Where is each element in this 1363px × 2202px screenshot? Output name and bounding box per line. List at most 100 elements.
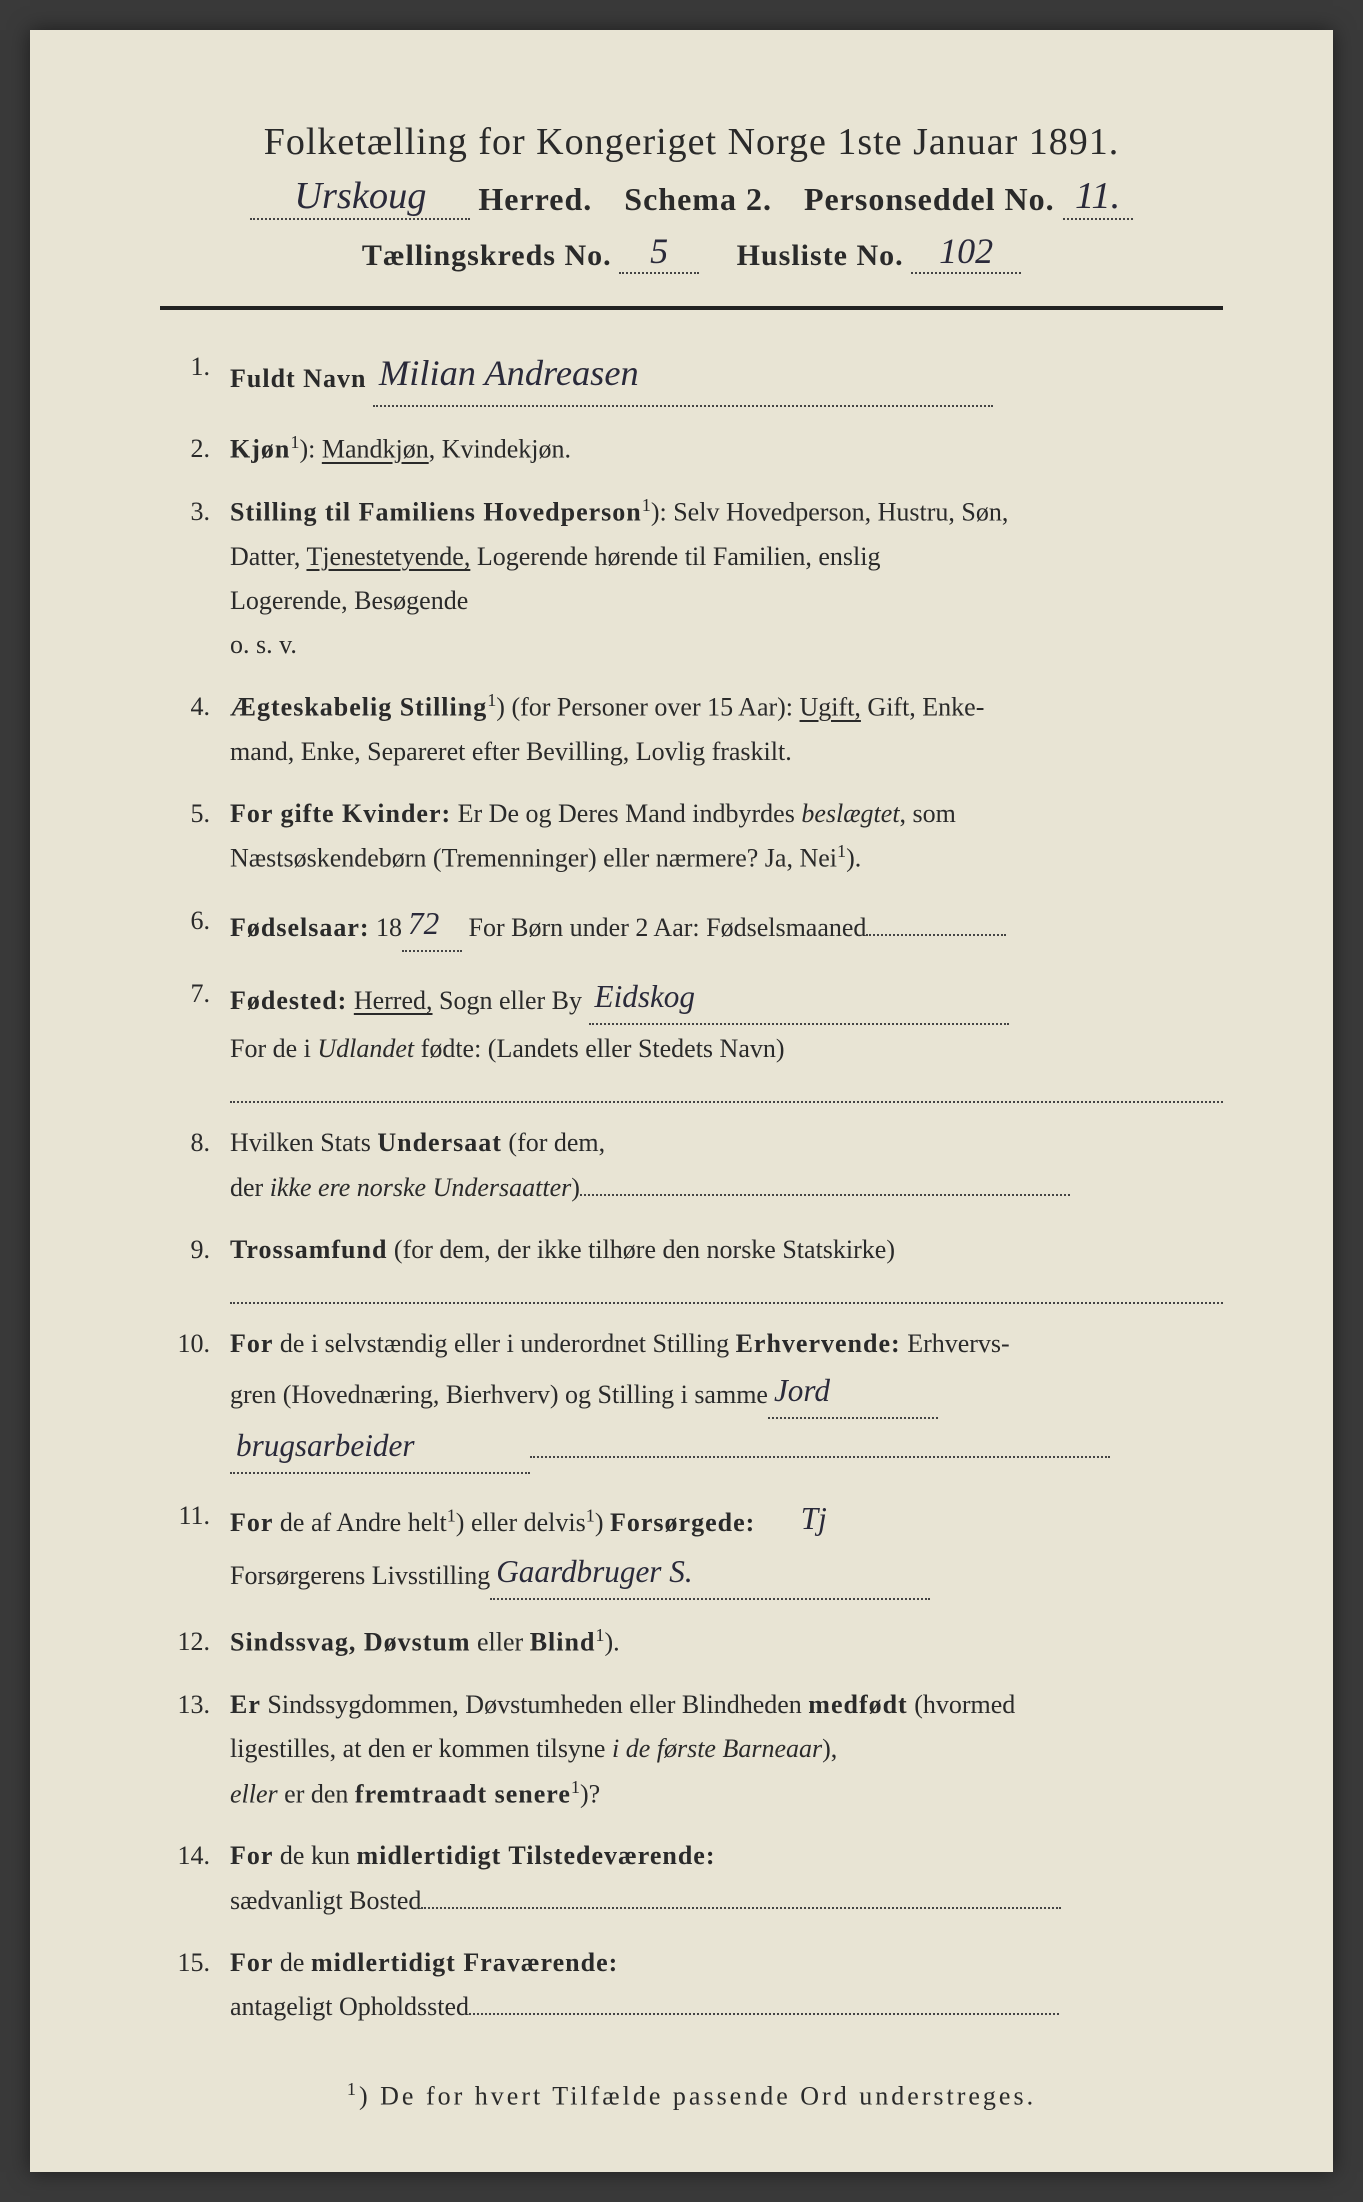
sup: 1 bbox=[837, 841, 846, 861]
text: For Børn under 2 Aar: Fødselsmaaned bbox=[462, 913, 866, 942]
taellingskreds-label: Tællingskreds No. bbox=[362, 239, 612, 272]
fodselsaar-value: 72 bbox=[402, 897, 462, 952]
fuldt-navn-value: Milian Andreasen bbox=[373, 343, 993, 407]
bosted-blank bbox=[421, 1907, 1061, 1909]
beslaegtet: beslægtet bbox=[801, 799, 899, 828]
husliste-label: Husliste No. bbox=[737, 239, 904, 272]
census-form-page: Folketælling for Kongeriget Norge 1ste J… bbox=[30, 30, 1333, 2172]
item-body: Fødested: Herred, Sogn eller By Eidskog … bbox=[230, 972, 1223, 1103]
aegteskab-label: Ægteskabelig Stilling bbox=[230, 693, 487, 722]
item-9: 9. Trossamfund (for dem, der ikke tilhør… bbox=[160, 1228, 1223, 1304]
husliste-no: 102 bbox=[911, 230, 1021, 274]
text: Logerende, Besøgende bbox=[230, 586, 468, 615]
item-num: 11. bbox=[160, 1494, 230, 1602]
item-body: For de midlertidigt Fraværende: antageli… bbox=[230, 1941, 1223, 2029]
text: ) bbox=[595, 1508, 610, 1537]
item-body: Ægteskabelig Stilling1) (for Personer ov… bbox=[230, 685, 1223, 774]
item-num: 8. bbox=[160, 1121, 230, 1209]
schema-label: Schema 2. bbox=[624, 181, 772, 217]
item-body: Stilling til Familiens Hovedperson1): Se… bbox=[230, 490, 1223, 667]
for-label: For bbox=[230, 1841, 273, 1870]
text: Erhvervs- bbox=[901, 1329, 1010, 1358]
fodselsmaaned-blank bbox=[866, 934, 1006, 936]
for-label: For bbox=[230, 1329, 273, 1358]
undersaat-blank bbox=[580, 1194, 1070, 1196]
fodselsaar-label: Fødselsaar: bbox=[230, 913, 370, 942]
text: ): bbox=[299, 435, 321, 464]
item-body: Hvilken Stats Undersaat (for dem, der ik… bbox=[230, 1121, 1223, 1209]
text: ) bbox=[571, 1173, 580, 1202]
tjenestetyende-opt: Tjenestetyende, bbox=[306, 542, 470, 571]
for-label: For bbox=[230, 1948, 273, 1977]
item-4: 4. Ægteskabelig Stilling1) (for Personer… bbox=[160, 685, 1223, 774]
item-body: Fødselsaar: 1872 For Børn under 2 Aar: F… bbox=[230, 899, 1223, 954]
text: Logerende hørende til Familien, enslig bbox=[470, 542, 880, 571]
forste-barneaar: i de første Barneaar bbox=[612, 1734, 822, 1763]
blank-line bbox=[530, 1456, 1110, 1458]
text: Forsørgerens Livsstilling bbox=[230, 1561, 490, 1590]
item-num: 13. bbox=[160, 1683, 230, 1816]
item-num: 6. bbox=[160, 899, 230, 954]
text: de i selvstændig eller i underordnet Sti… bbox=[273, 1329, 735, 1358]
text: Datter, bbox=[230, 542, 306, 571]
ugift-opt: Ugift, bbox=[800, 693, 861, 722]
text: Gift, Enke- bbox=[861, 693, 984, 722]
item-6: 6. Fødselsaar: 1872 For Børn under 2 Aar… bbox=[160, 899, 1223, 954]
text: (for dem, bbox=[502, 1128, 605, 1157]
sup: 1 bbox=[487, 690, 496, 710]
item-body: For de i selvstændig eller i underordnet… bbox=[230, 1322, 1223, 1476]
item-15: 15. For de midlertidigt Fraværende: anta… bbox=[160, 1941, 1223, 2029]
er-label: Er bbox=[230, 1690, 261, 1719]
header-line2: Urskoug Herred. Schema 2. Personseddel N… bbox=[160, 176, 1223, 222]
sup: 1 bbox=[571, 1777, 580, 1797]
livsstilling-value: Gaardbruger S. bbox=[490, 1545, 930, 1600]
fodested-label: Fødested: bbox=[230, 986, 347, 1015]
item-num: 3. bbox=[160, 490, 230, 667]
header-title: Folketælling for Kongeriget Norge 1ste J… bbox=[160, 120, 1223, 164]
footnote-sup: 1 bbox=[347, 2079, 359, 2099]
herred-opt: Herred, bbox=[354, 986, 433, 1015]
item-8: 8. Hvilken Stats Undersaat (for dem, der… bbox=[160, 1121, 1223, 1209]
item-num: 15. bbox=[160, 1941, 230, 2029]
kjon-label: Kjøn bbox=[230, 435, 290, 464]
item-body: Fuldt Navn Milian Andreasen bbox=[230, 345, 1223, 409]
item-1: 1. Fuldt Navn Milian Andreasen bbox=[160, 345, 1223, 409]
text: de kun bbox=[273, 1841, 356, 1870]
item-14: 14. For de kun midlertidigt Tilstedevære… bbox=[160, 1834, 1223, 1922]
erhvervende-label: Erhvervende: bbox=[736, 1329, 901, 1358]
text: (for dem, der ikke tilhøre den norske St… bbox=[387, 1235, 895, 1264]
item-13: 13. Er Sindssygdommen, Døvstumheden elle… bbox=[160, 1683, 1223, 1816]
text: ligestilles, at den er kommen tilsyne bbox=[230, 1734, 612, 1763]
item-num: 1. bbox=[160, 345, 230, 409]
item-num: 10. bbox=[160, 1322, 230, 1476]
herred-label: Herred. bbox=[478, 181, 592, 217]
item-7: 7. Fødested: Herred, Sogn eller By Eidsk… bbox=[160, 972, 1223, 1103]
item-5: 5. For gifte Kvinder: Er De og Deres Man… bbox=[160, 792, 1223, 881]
item-body: For gifte Kvinder: Er De og Deres Mand i… bbox=[230, 792, 1223, 881]
item-body: For de af Andre helt1) eller delvis1) Fo… bbox=[230, 1494, 1223, 1602]
text: antageligt Opholdssted bbox=[230, 1992, 469, 2021]
item-num: 9. bbox=[160, 1228, 230, 1304]
item-3: 3. Stilling til Familiens Hovedperson1):… bbox=[160, 490, 1223, 667]
item-num: 5. bbox=[160, 792, 230, 881]
item-body: Sindssvag, Døvstum eller Blind1). bbox=[230, 1620, 1223, 1665]
item-body: Trossamfund (for dem, der ikke tilhøre d… bbox=[230, 1228, 1223, 1304]
text: Hvilken Stats bbox=[230, 1128, 377, 1157]
item-body: Er Sindssygdommen, Døvstumheden eller Bl… bbox=[230, 1683, 1223, 1816]
herred-value: Urskoug bbox=[250, 174, 470, 220]
item-12: 12. Sindssvag, Døvstum eller Blind1). bbox=[160, 1620, 1223, 1665]
text: der bbox=[230, 1173, 270, 1202]
header-line3: Tællingskreds No. 5 Husliste No. 102 bbox=[160, 232, 1223, 276]
item-num: 4. bbox=[160, 685, 230, 774]
item-num: 7. bbox=[160, 972, 230, 1103]
taellingskreds-no: 5 bbox=[619, 230, 699, 274]
sup: 1 bbox=[447, 1506, 456, 1526]
undersaat-label: Undersaat bbox=[377, 1128, 502, 1157]
fravaerende-label: midlertidigt Fraværende: bbox=[311, 1948, 618, 1977]
text: ). bbox=[846, 844, 861, 873]
item-body: For de kun midlertidigt Tilstedeværende:… bbox=[230, 1834, 1223, 1922]
form-header: Folketælling for Kongeriget Norge 1ste J… bbox=[160, 120, 1223, 276]
forsorgede-label: Forsørgede: bbox=[610, 1508, 755, 1537]
comma: , bbox=[429, 435, 442, 464]
header-rule bbox=[160, 306, 1223, 310]
